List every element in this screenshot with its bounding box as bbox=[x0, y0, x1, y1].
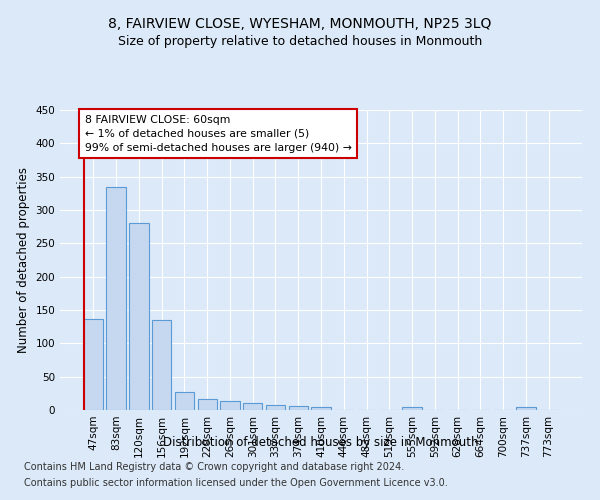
Bar bbox=[243, 404, 262, 410]
Bar bbox=[266, 406, 285, 410]
Text: Contains public sector information licensed under the Open Government Licence v3: Contains public sector information licen… bbox=[24, 478, 448, 488]
Bar bbox=[129, 222, 149, 410]
Bar bbox=[516, 406, 536, 410]
Bar bbox=[311, 408, 331, 410]
Bar bbox=[197, 400, 217, 410]
Bar bbox=[289, 406, 308, 410]
Bar bbox=[106, 186, 126, 410]
Bar bbox=[403, 406, 422, 410]
Bar bbox=[220, 402, 239, 410]
Text: 8, FAIRVIEW CLOSE, WYESHAM, MONMOUTH, NP25 3LQ: 8, FAIRVIEW CLOSE, WYESHAM, MONMOUTH, NP… bbox=[109, 18, 491, 32]
Bar bbox=[84, 320, 103, 410]
Y-axis label: Number of detached properties: Number of detached properties bbox=[17, 167, 30, 353]
Bar bbox=[152, 320, 172, 410]
Text: 8 FAIRVIEW CLOSE: 60sqm
← 1% of detached houses are smaller (5)
99% of semi-deta: 8 FAIRVIEW CLOSE: 60sqm ← 1% of detached… bbox=[85, 114, 352, 152]
Text: Distribution of detached houses by size in Monmouth: Distribution of detached houses by size … bbox=[163, 436, 479, 449]
Text: Contains HM Land Registry data © Crown copyright and database right 2024.: Contains HM Land Registry data © Crown c… bbox=[24, 462, 404, 472]
Bar bbox=[175, 392, 194, 410]
Text: Size of property relative to detached houses in Monmouth: Size of property relative to detached ho… bbox=[118, 35, 482, 48]
